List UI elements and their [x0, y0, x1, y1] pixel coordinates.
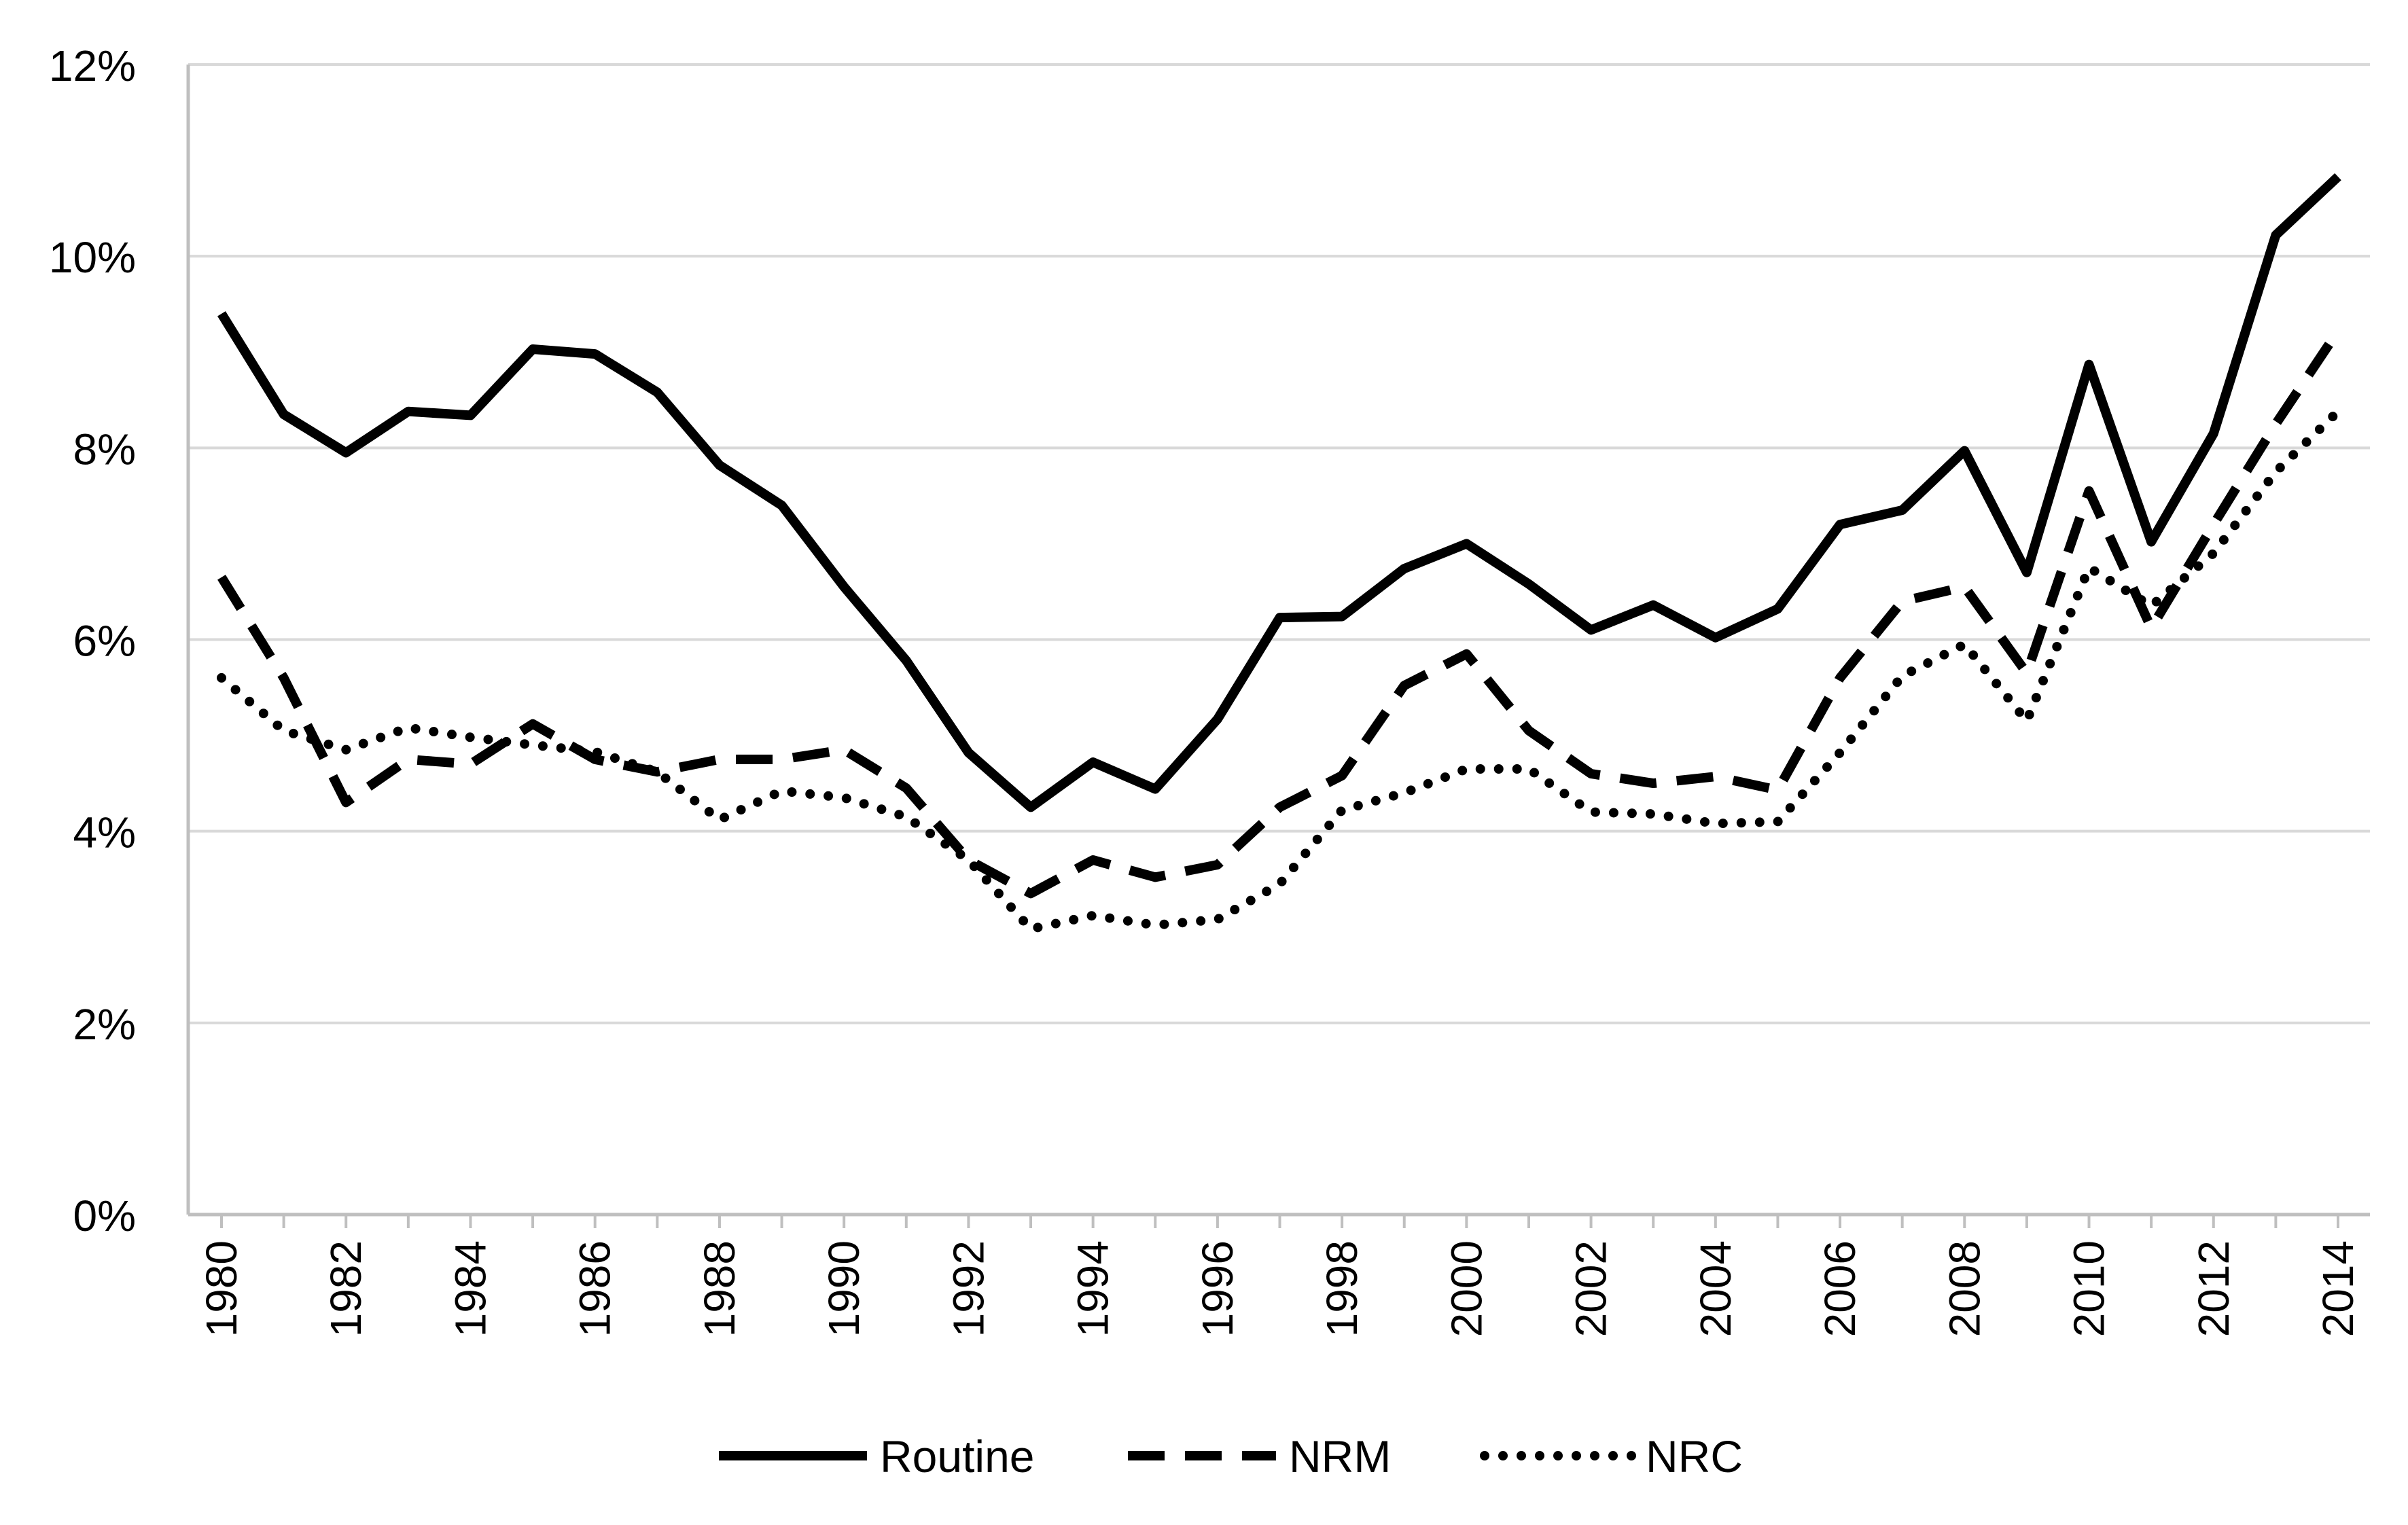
y-tick-label: 6%	[73, 617, 137, 666]
x-tick-label: 2008	[1940, 1240, 1989, 1337]
x-tick-label: 1982	[321, 1240, 370, 1337]
x-tick-label: 2006	[1816, 1240, 1864, 1337]
x-tick-label: 2012	[2189, 1240, 2238, 1337]
legend-label-nrm: NRM	[1289, 1431, 1391, 1482]
x-tick-label: 1996	[1193, 1240, 1242, 1337]
x-tick-label: 1990	[819, 1240, 868, 1337]
x-tick-label: 1992	[944, 1240, 993, 1337]
y-tick-label: 4%	[73, 808, 137, 857]
x-tick-label: 1994	[1069, 1240, 1118, 1337]
y-tick-label: 12%	[49, 41, 136, 90]
legend: Routine NRM NRC	[719, 1431, 1743, 1482]
y-tick-label: 8%	[73, 425, 137, 473]
series-line-nrc	[217, 406, 2343, 934]
x-tick-label: 2014	[2314, 1240, 2362, 1337]
gridlines	[188, 63, 2370, 1024]
x-tick-label: 2010	[2065, 1240, 2114, 1337]
x-tick-label: 2004	[1691, 1240, 1740, 1337]
y-tick-label: 2%	[73, 1000, 137, 1049]
y-axis: 0% 2% 4% 6% 8% 10% 12%	[49, 41, 136, 1240]
y-tick-label: 10%	[49, 233, 136, 282]
x-tick-label: 1988	[695, 1240, 744, 1337]
x-tick-label: 2002	[1567, 1240, 1616, 1337]
x-tick-label: 1984	[446, 1240, 495, 1337]
y-tick-label: 0%	[73, 1191, 137, 1240]
x-tick-label: 2000	[1442, 1240, 1491, 1337]
x-tick-label: 1986	[571, 1240, 620, 1337]
series-line-nrm	[217, 328, 2342, 899]
x-axis: 1980 1982 1984 1986 1988 1990 1992 1994 1996 1998…	[186, 65, 2370, 1337]
series-line-routine	[217, 173, 2341, 812]
x-tick-label: 1998	[1317, 1240, 1366, 1337]
legend-label-routine: Routine	[880, 1431, 1035, 1482]
series-lines	[217, 173, 2343, 934]
x-tick-label: 1980	[197, 1240, 246, 1337]
legend-label-nrc: NRC	[1646, 1431, 1743, 1482]
